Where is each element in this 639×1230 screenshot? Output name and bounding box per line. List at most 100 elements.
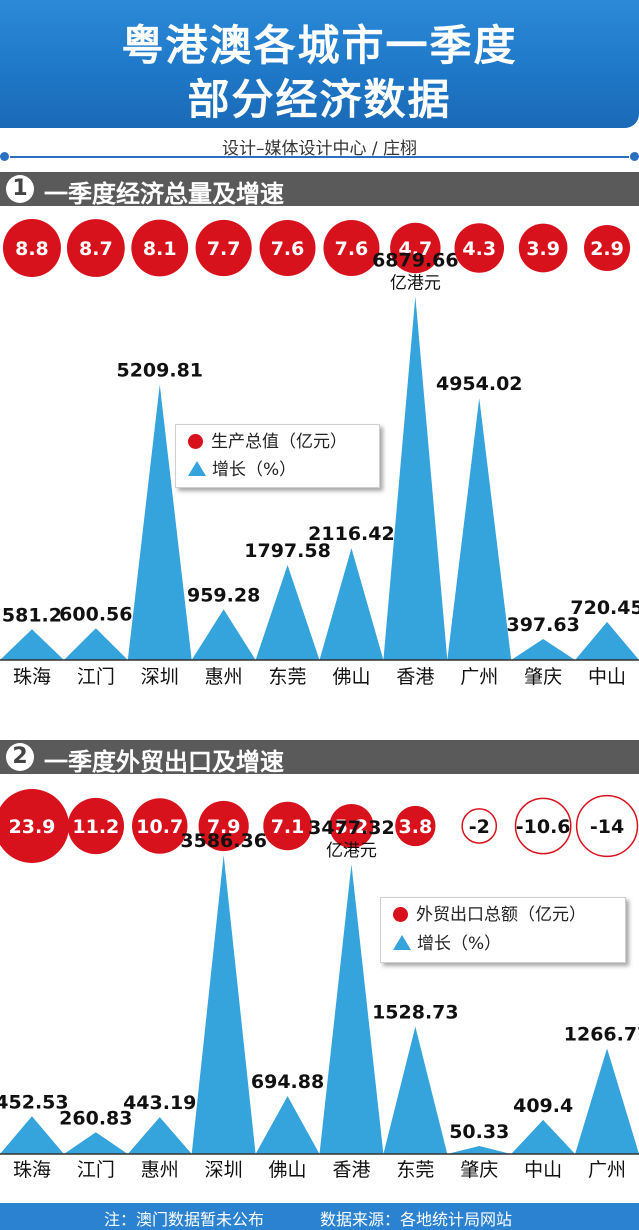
growth-circle <box>329 803 374 849</box>
category-label: 深圳 <box>205 1159 243 1181</box>
growth-label: 8.1 <box>143 238 177 260</box>
value-triangle <box>511 638 576 660</box>
legend-1-label-growth: 增长（%） <box>212 460 297 480</box>
value-triangle <box>575 621 639 660</box>
growth-label: 5.2 <box>335 816 369 838</box>
page-title-line-1: 粤港澳各城市一季度 <box>121 21 518 70</box>
growth-circle <box>584 224 631 272</box>
growth-circle <box>323 219 380 277</box>
value-label: 5209.81 <box>116 360 203 382</box>
value-triangle <box>255 1096 320 1154</box>
growth-label: 11.2 <box>72 816 119 838</box>
value-label: 600.56 <box>59 603 132 625</box>
value-triangle <box>191 855 256 1154</box>
category-label: 肇庆 <box>460 1159 498 1181</box>
growth-label: 3.8 <box>399 816 433 838</box>
value-triangle <box>63 628 128 660</box>
growth-circle <box>575 794 639 858</box>
footer-bar: 注：澳门数据暂未公布 数据来源：各地统计局网站 <box>0 1203 639 1230</box>
section-1-bar <box>0 172 639 206</box>
section-2-title: 一季度外贸出口及增速 <box>44 748 284 776</box>
value-label: 397.63 <box>506 614 579 636</box>
value-label: 1528.73 <box>372 1002 459 1024</box>
value-label: 1797.58 <box>244 540 331 562</box>
red-dot-icon <box>393 907 408 922</box>
growth-label: -2 <box>469 816 490 838</box>
growth-label: 4.3 <box>462 238 496 260</box>
category-label: 佛山 <box>269 1159 307 1181</box>
chart-2-legend: 外贸出口总额（亿元） 增长（%） <box>380 897 626 963</box>
value-triangle <box>447 1146 512 1154</box>
value-triangle <box>383 1026 448 1154</box>
value-label: 1266.77 <box>564 1023 639 1045</box>
growth-circle <box>132 798 188 854</box>
legend-2-label-export: 外贸出口总额（亿元） <box>416 905 586 925</box>
footer-note: 注：澳门数据暂未公布 <box>104 1210 265 1229</box>
growth-label: 7.7 <box>207 238 241 260</box>
design-credit: 设计–媒体设计中心 / 庄栩 <box>221 139 418 159</box>
value-label: 720.45 <box>570 597 639 619</box>
value-label: 260.83 <box>59 1107 132 1129</box>
growth-label: 23.9 <box>9 816 56 838</box>
section-1-title: 一季度经济总量及增速 <box>44 180 284 208</box>
value-label: 2116.42 <box>308 523 395 545</box>
growth-circle <box>195 219 252 277</box>
category-label: 香港 <box>332 1159 370 1181</box>
legend-1-item-growth: 增长（%） <box>188 458 296 482</box>
legend-2-item-growth: 增长（%） <box>393 932 501 956</box>
growth-circle <box>263 801 312 851</box>
value-label: 4954.02 <box>436 373 523 395</box>
divider-dot-left <box>0 152 9 161</box>
growth-label: 7.6 <box>271 238 305 260</box>
value-triangle <box>0 1116 64 1154</box>
value-label: 959.28 <box>187 584 260 606</box>
value-triangle <box>0 629 64 660</box>
footer-source: 数据来源：各地统计局网站 <box>320 1210 513 1229</box>
value-triangle <box>447 398 512 660</box>
growth-label: 3.9 <box>526 238 560 260</box>
value-triangle <box>511 1119 576 1154</box>
value-triangle <box>127 1117 192 1154</box>
growth-circle <box>454 223 505 273</box>
section-2-bar <box>0 740 639 774</box>
value-label: 452.53 <box>0 1091 69 1113</box>
growth-circle <box>2 219 61 277</box>
unit-annotation: 亿港元 <box>326 841 377 861</box>
header-banner: 粤港澳各城市一季度 部分经济数据 <box>0 0 639 128</box>
divider-dot-right <box>630 152 639 161</box>
page-title-line-2: 部分经济数据 <box>187 75 452 124</box>
credit-divider <box>10 156 629 158</box>
category-label: 中山 <box>588 666 626 688</box>
growth-label: 7.1 <box>271 816 305 838</box>
value-triangle <box>255 564 320 660</box>
chart-1-legend: 生产总值（亿元） 增长（%） <box>175 424 380 488</box>
red-dot-icon <box>188 434 203 449</box>
value-label: 6879.66 <box>372 249 459 271</box>
value-label: 409.4 <box>513 1095 573 1117</box>
unit-annotation: 亿港元 <box>390 273 441 293</box>
growth-label: -10.6 <box>516 816 571 838</box>
growth-circle <box>131 219 189 277</box>
chart-2-export: 23.9452.53珠海11.2260.83江门10.7443.19惠州7.93… <box>0 789 639 1181</box>
value-triangle <box>191 609 256 660</box>
value-label: 443.19 <box>123 1092 196 1114</box>
category-label: 香港 <box>396 666 434 688</box>
value-triangle <box>383 296 448 660</box>
growth-circle <box>198 800 249 852</box>
growth-label: 2.9 <box>590 238 624 260</box>
category-label: 江门 <box>77 666 115 688</box>
value-label: 50.33 <box>449 1121 509 1143</box>
growth-circle <box>514 797 572 855</box>
growth-label: 7.9 <box>207 816 241 838</box>
legend-2-label-growth: 增长（%） <box>417 934 502 954</box>
growth-label: 8.8 <box>15 238 49 260</box>
chart-1-gdp: 8.8 581.2 珠海 8.7 600.56 江门 8.1 5209.81 深圳 7.7 959.… <box>0 219 639 688</box>
growth-circle <box>0 789 69 863</box>
category-label: 广州 <box>588 1159 626 1181</box>
growth-circle <box>518 223 568 273</box>
category-label: 惠州 <box>141 1159 179 1181</box>
growth-circle <box>67 797 125 855</box>
growth-label: 4.7 <box>399 238 433 260</box>
category-label: 惠州 <box>205 666 243 688</box>
growth-label: -14 <box>590 816 624 838</box>
